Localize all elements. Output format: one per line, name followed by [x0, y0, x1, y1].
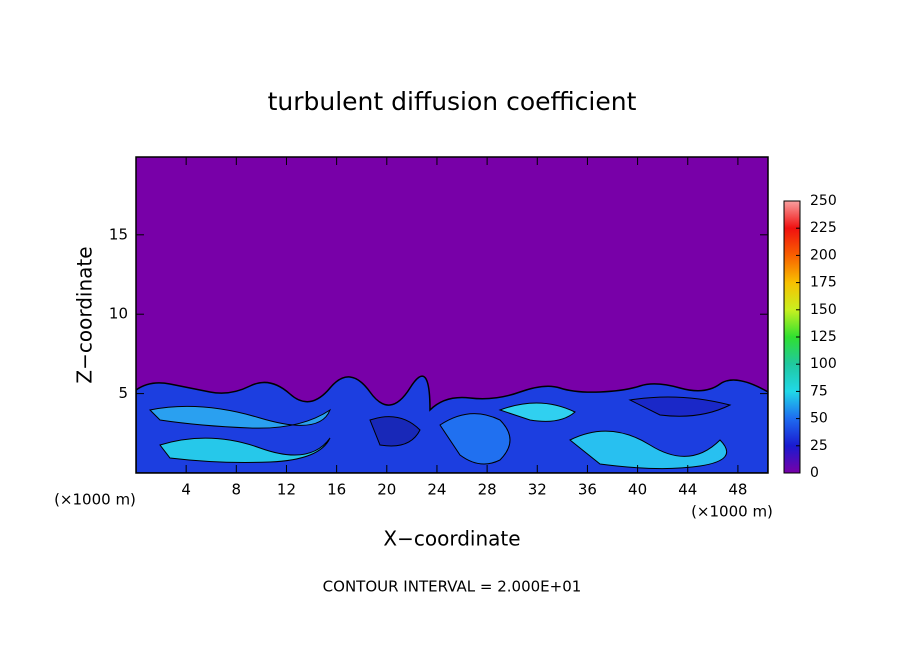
- colorbar-tick-label: 75: [810, 383, 828, 399]
- x-axis-label: X−coordinate: [383, 527, 520, 551]
- y-unit: (×1000 m): [54, 491, 136, 509]
- x-tick-label: 12: [277, 481, 296, 499]
- x-tick-label: 44: [678, 481, 697, 499]
- x-unit: (×1000 m): [691, 503, 773, 521]
- x-tick-label: 20: [377, 481, 396, 499]
- colorbar-tick-label: 250: [810, 193, 837, 209]
- x-tick-label: 8: [232, 481, 242, 499]
- colorbar-tick-label: 225: [810, 220, 837, 236]
- annotation: CONTOUR INTERVAL = 2.000E+01: [323, 578, 582, 596]
- colorbar-tick-label: 200: [810, 247, 837, 263]
- x-tick-label: 48: [728, 481, 747, 499]
- colorbar-tick-label: 100: [810, 356, 837, 372]
- x-tick-label: 32: [528, 481, 547, 499]
- x-tick-label: 40: [628, 481, 647, 499]
- chart-title: turbulent diffusion coefficient: [268, 87, 637, 116]
- plot-frame: [135, 156, 769, 474]
- x-tick-label: 16: [327, 481, 346, 499]
- colorbar-tick-label: 0: [810, 465, 819, 481]
- colorbar-tick-label: 25: [810, 438, 828, 454]
- x-tick-label: 4: [181, 481, 191, 499]
- colorbar-tick-label: 125: [810, 329, 837, 345]
- y-tick-label: 10: [109, 305, 128, 323]
- colorbar-tick-label: 50: [810, 411, 828, 427]
- colorbar-tick-label: 175: [810, 275, 837, 291]
- y-tick-label: 15: [109, 225, 128, 243]
- turbulent-layer: [136, 375, 768, 473]
- x-tick-label: 24: [427, 481, 446, 499]
- y-axis-label: Z−coordinate: [73, 246, 97, 383]
- colorbar-tick-label: 150: [810, 302, 837, 318]
- x-tick-label: 28: [478, 481, 497, 499]
- x-tick-label: 36: [578, 481, 597, 499]
- y-tick-label: 5: [118, 384, 128, 402]
